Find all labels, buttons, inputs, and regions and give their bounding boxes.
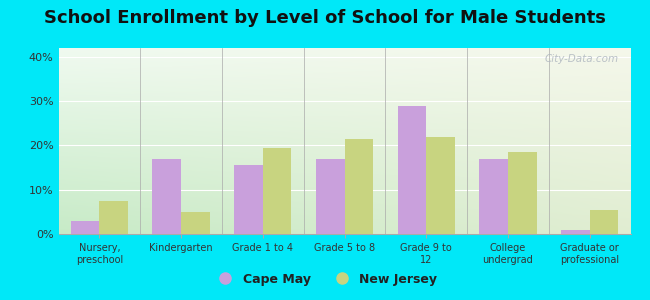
Bar — [316, 159, 344, 234]
Bar — [181, 212, 210, 234]
Bar — [153, 159, 181, 234]
Legend: Cape May, New Jersey: Cape May, New Jersey — [207, 268, 443, 291]
Bar — [344, 139, 373, 234]
Bar — [234, 165, 263, 234]
Bar — [561, 230, 590, 234]
Bar — [263, 148, 291, 234]
Bar — [71, 221, 99, 234]
Bar — [99, 201, 128, 234]
Bar — [590, 210, 618, 234]
Bar — [426, 136, 455, 234]
Text: City-Data.com: City-Data.com — [545, 54, 619, 64]
Bar — [479, 159, 508, 234]
Text: School Enrollment by Level of School for Male Students: School Enrollment by Level of School for… — [44, 9, 606, 27]
Bar — [398, 106, 426, 234]
Bar — [508, 152, 536, 234]
